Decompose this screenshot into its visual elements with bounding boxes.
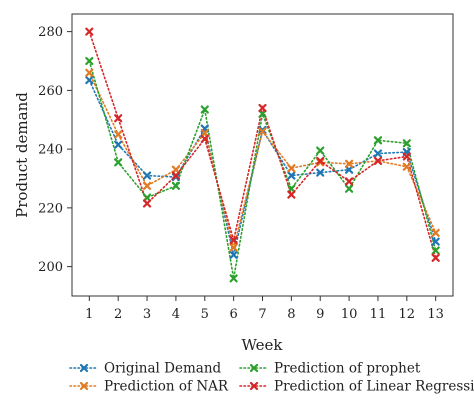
data-point bbox=[287, 164, 296, 173]
data-point bbox=[402, 139, 411, 148]
legend-label: Original Demand bbox=[104, 361, 222, 377]
x-tick-label: 8 bbox=[287, 307, 295, 322]
data-point bbox=[431, 253, 440, 262]
x-tick-label: 11 bbox=[370, 307, 387, 322]
legend: Original Demand Prediction of NAR Predicti… bbox=[69, 361, 474, 395]
legend-item: Original Demand bbox=[69, 361, 222, 377]
x-axis-ticks: 1 2 3 4 5 6 7 8 9 10 11 12 13 bbox=[85, 296, 444, 322]
series-line-3 bbox=[88, 30, 437, 259]
data-point bbox=[402, 162, 411, 171]
data-point bbox=[316, 146, 325, 155]
series-lines bbox=[88, 30, 437, 279]
data-point bbox=[229, 243, 238, 252]
y-tick-label: 260 bbox=[38, 84, 63, 99]
data-point bbox=[171, 171, 181, 180]
data-point bbox=[142, 193, 152, 202]
x-tick-label: 9 bbox=[316, 307, 324, 322]
data-point bbox=[316, 168, 325, 177]
data-point bbox=[431, 237, 440, 246]
legend-marker bbox=[249, 363, 259, 373]
x-tick-label: 2 bbox=[114, 307, 122, 322]
y-axis-title: Product demand bbox=[13, 92, 31, 218]
data-point bbox=[200, 128, 209, 138]
data-point bbox=[85, 56, 94, 66]
data-point bbox=[373, 136, 383, 145]
data-point bbox=[85, 75, 94, 85]
data-point bbox=[344, 177, 354, 186]
data-point bbox=[114, 140, 123, 149]
y-axis-ticks: 200 220 240 260 280 bbox=[38, 25, 72, 275]
x-axis-title: Week bbox=[241, 336, 283, 354]
x-tick-label: 7 bbox=[258, 307, 266, 322]
data-point bbox=[287, 190, 296, 199]
data-point bbox=[431, 246, 440, 255]
x-tick-label: 13 bbox=[427, 307, 444, 322]
data-point bbox=[114, 114, 123, 123]
legend-marker bbox=[79, 381, 89, 391]
data-point bbox=[344, 159, 354, 168]
legend-marker bbox=[249, 381, 259, 391]
data-point bbox=[287, 184, 296, 193]
legend-item: Prediction of prophet bbox=[239, 361, 421, 377]
data-point bbox=[316, 156, 325, 165]
data-point bbox=[171, 165, 181, 174]
data-point bbox=[344, 184, 354, 193]
x-tick-label: 12 bbox=[399, 307, 416, 322]
data-point bbox=[287, 171, 296, 180]
y-tick-label: 280 bbox=[38, 25, 63, 40]
legend-label: Prediction of Linear Regression bbox=[274, 379, 474, 395]
data-point bbox=[344, 165, 354, 174]
series-points bbox=[85, 27, 440, 283]
data-point bbox=[402, 152, 411, 161]
legend-item: Prediction of NAR bbox=[69, 379, 229, 395]
x-tick-label: 3 bbox=[143, 307, 151, 322]
y-tick-label: 220 bbox=[38, 201, 63, 216]
data-point bbox=[373, 149, 383, 158]
data-point bbox=[229, 250, 238, 259]
data-point bbox=[171, 181, 181, 190]
legend-item: Prediction of Linear Regression bbox=[239, 379, 474, 395]
x-tick-label: 5 bbox=[201, 307, 209, 322]
y-tick-label: 200 bbox=[38, 260, 63, 275]
x-tick-label: 1 bbox=[85, 307, 93, 322]
legend-label: Prediction of NAR bbox=[104, 379, 229, 395]
legend-marker bbox=[79, 363, 89, 373]
data-point bbox=[85, 68, 94, 77]
data-point bbox=[258, 103, 267, 113]
x-tick-label: 6 bbox=[229, 307, 237, 322]
data-point bbox=[114, 158, 123, 167]
data-point bbox=[114, 130, 123, 139]
data-point bbox=[142, 199, 152, 208]
data-point bbox=[200, 105, 209, 114]
x-tick-label: 4 bbox=[172, 307, 180, 322]
data-point bbox=[142, 171, 152, 180]
data-point bbox=[258, 109, 267, 118]
data-point bbox=[142, 181, 152, 190]
x-tick-label: 10 bbox=[341, 307, 358, 322]
data-point bbox=[85, 27, 94, 36]
data-point bbox=[258, 127, 267, 136]
data-point bbox=[200, 134, 209, 143]
data-point bbox=[229, 236, 238, 245]
y-tick-label: 240 bbox=[38, 143, 63, 158]
data-point bbox=[229, 274, 238, 283]
data-point bbox=[431, 228, 440, 237]
legend-label: Prediction of prophet bbox=[274, 361, 421, 377]
data-point bbox=[373, 156, 383, 165]
